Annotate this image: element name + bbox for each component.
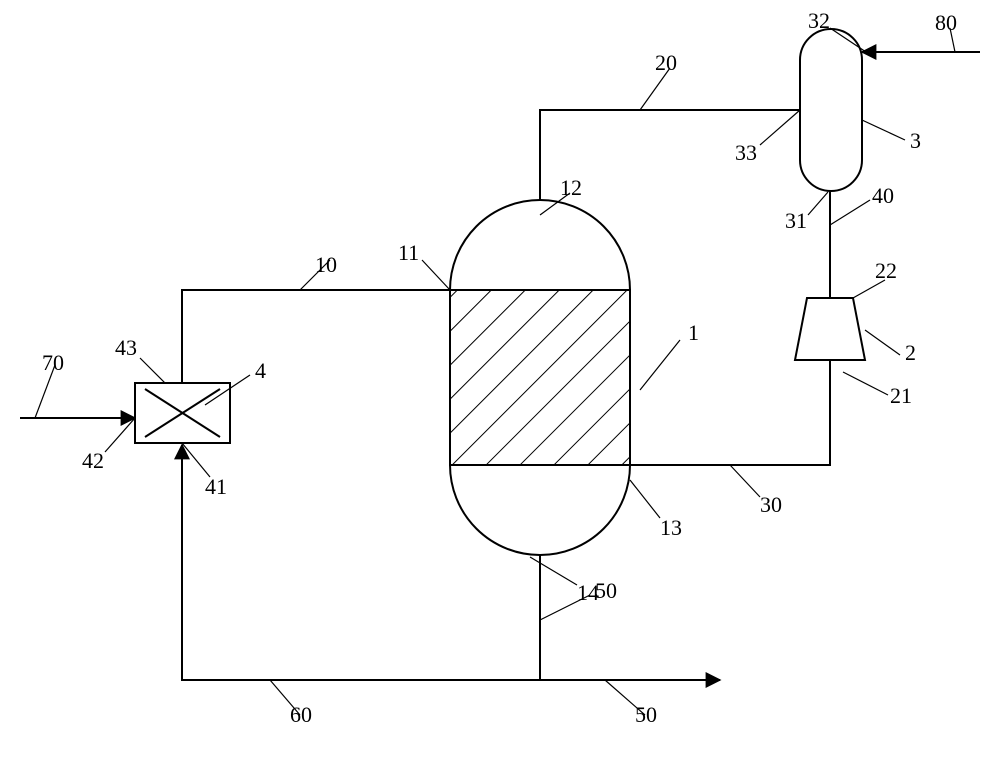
process-diagram: 1234101112131420212230313233404142435050…	[0, 0, 1000, 768]
leader-14	[530, 557, 577, 585]
label-13: 13	[660, 515, 682, 540]
label-2: 2	[905, 340, 916, 365]
leader-42	[105, 418, 135, 452]
pipe-30	[630, 360, 830, 465]
label-12: 12	[560, 175, 582, 200]
leader-13	[630, 480, 660, 518]
label-22: 22	[875, 258, 897, 283]
leader-2	[865, 330, 900, 355]
label-40: 40	[872, 183, 894, 208]
label-32: 32	[808, 8, 830, 33]
pipe-10	[182, 290, 450, 383]
pipe-50a	[540, 555, 720, 680]
label-20: 20	[655, 50, 677, 75]
label-3: 3	[910, 128, 921, 153]
label-41: 41	[205, 474, 227, 499]
label-4: 4	[255, 358, 266, 383]
leader-30	[730, 465, 760, 497]
label-33: 33	[735, 140, 757, 165]
leader-43	[140, 358, 165, 383]
leader-3	[862, 120, 905, 140]
leader-1	[640, 340, 680, 390]
leader-11	[422, 260, 450, 290]
label-21: 21	[890, 383, 912, 408]
label-30: 30	[760, 492, 782, 517]
label-43: 43	[115, 335, 137, 360]
label-10: 10	[315, 252, 337, 277]
equipment	[135, 29, 865, 555]
compressor	[795, 298, 865, 360]
leader-40	[830, 200, 870, 225]
leader-41	[182, 443, 210, 477]
leader-33	[760, 110, 800, 145]
label-70: 70	[42, 350, 64, 375]
label-42: 42	[82, 448, 104, 473]
leader-21	[843, 372, 888, 395]
label-50b: 50	[635, 702, 657, 727]
label-1: 1	[688, 320, 699, 345]
label-60: 60	[290, 702, 312, 727]
leader-31	[808, 192, 828, 215]
label-11: 11	[398, 240, 419, 265]
label-80: 80	[935, 10, 957, 35]
separator-vessel	[800, 29, 862, 191]
reactor-bed	[450, 290, 630, 465]
label-50a: 50	[595, 578, 617, 603]
label-31: 31	[785, 208, 807, 233]
